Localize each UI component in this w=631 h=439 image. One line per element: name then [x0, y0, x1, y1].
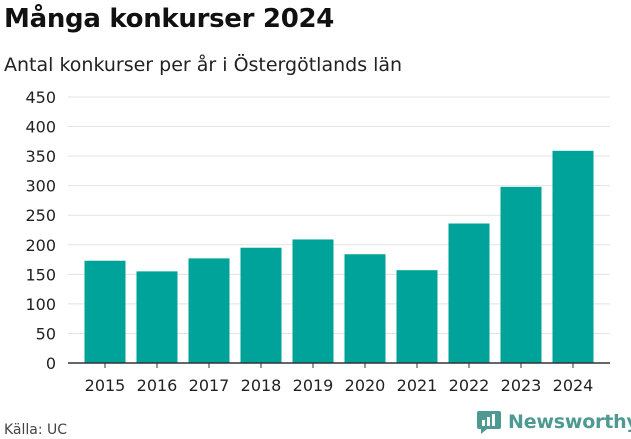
bar-2023: [500, 186, 542, 363]
bar-2015: [84, 260, 126, 363]
source-note: Källa: UC: [4, 422, 68, 438]
newsworthy-logo-icon: [477, 411, 501, 434]
bar-2016: [136, 271, 178, 363]
x-axis-tick-labels: 2015 2016 2017 2018 2019 2020 2021 2022 2023 2024: [85, 376, 594, 395]
x-tick-label: 2021: [397, 376, 438, 395]
brand-name: Newsworthy: [508, 411, 631, 433]
bar-2022: [448, 223, 490, 363]
bar-2018: [240, 247, 282, 363]
y-tick-label: 100: [25, 295, 56, 314]
chart-subtitle: Antal konkurser per år i Östergötlands l…: [4, 54, 403, 76]
bar-2024: [552, 150, 594, 363]
bar-2017: [188, 258, 230, 363]
x-tick-label: 2022: [449, 376, 490, 395]
x-tick-label: 2020: [345, 376, 386, 395]
y-tick-label: 400: [25, 118, 56, 137]
x-tick-label: 2016: [137, 376, 178, 395]
x-tick-label: 2015: [85, 376, 126, 395]
y-tick-label: 350: [25, 147, 56, 166]
y-tick-label: 200: [25, 236, 56, 255]
x-tick-label: 2017: [189, 376, 230, 395]
bar-2020: [344, 254, 386, 363]
x-tick-label: 2023: [501, 376, 542, 395]
y-axis-tick-labels: 0 50 100 150 200 250 300 350 400 450: [25, 88, 56, 373]
y-tick-label: 300: [25, 177, 56, 196]
chart-title: Många konkurser 2024: [4, 4, 335, 34]
bar-2021: [396, 270, 438, 363]
x-tick-label: 2018: [241, 376, 282, 395]
x-tick-label: 2024: [553, 376, 594, 395]
y-tick-label: 0: [46, 354, 56, 373]
x-tick-label: 2019: [293, 376, 334, 395]
bars: [84, 150, 594, 363]
x-axis: [68, 362, 610, 368]
brand-logo: Newsworthy: [476, 408, 631, 436]
y-tick-label: 250: [25, 206, 56, 225]
y-tick-label: 50: [36, 324, 56, 343]
bar-2019: [292, 239, 334, 363]
y-tick-label: 150: [25, 265, 56, 284]
bar-chart: 0 50 100 150 200 250 300 350 400 450 2015 2016 2017…: [25, 88, 610, 395]
y-tick-label: 450: [25, 88, 56, 107]
